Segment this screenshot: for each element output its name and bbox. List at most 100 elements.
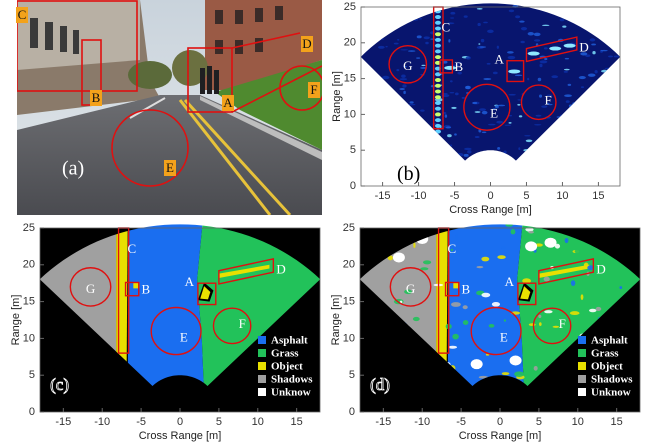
speckle <box>589 19 596 20</box>
annotation: A <box>185 274 195 289</box>
x-tick-label: 5 <box>536 416 542 428</box>
speckle <box>467 150 471 153</box>
speckle <box>430 39 436 40</box>
speckle <box>600 0 606 3</box>
speckle <box>483 78 491 80</box>
speckle <box>419 18 422 19</box>
speckle <box>617 25 619 28</box>
plot-panel: ABCDEFG0510152025-15-10-5051015Cross Ran… <box>331 0 620 216</box>
speckle <box>579 76 586 79</box>
speckle <box>451 154 457 158</box>
annotation: F <box>559 316 566 331</box>
speckle <box>385 46 387 47</box>
unknown-patch <box>471 359 483 369</box>
annotation: A <box>505 274 515 289</box>
speckle <box>564 116 571 118</box>
speckle <box>372 39 380 41</box>
unknown-patch <box>525 241 537 251</box>
speckle <box>435 152 440 154</box>
object-return <box>435 84 441 88</box>
speckle <box>371 73 377 76</box>
speckle <box>464 148 472 150</box>
annotation: F <box>310 82 317 97</box>
speckle <box>565 58 569 60</box>
noise <box>596 307 602 311</box>
speckle <box>399 88 405 90</box>
speckle <box>496 121 503 124</box>
speckle <box>558 134 561 137</box>
unknown-patch <box>510 355 522 365</box>
speckle <box>564 94 572 97</box>
speckle <box>451 107 456 109</box>
object-return <box>435 89 441 93</box>
y-tick-label: 20 <box>23 259 35 271</box>
legend-swatch <box>258 336 266 344</box>
y-tick-label: 20 <box>344 37 356 49</box>
x-axis-label: Cross Range [m] <box>449 204 532 216</box>
noise <box>452 334 459 340</box>
speckle <box>608 56 613 58</box>
object-return <box>508 69 520 73</box>
speckle <box>372 11 376 12</box>
speckle <box>517 104 520 106</box>
noise <box>571 280 575 286</box>
y-tick-label: 0 <box>349 406 355 418</box>
noise <box>575 249 582 254</box>
speckle <box>507 51 514 54</box>
noise <box>413 242 415 248</box>
annotation: D <box>276 262 285 277</box>
speckle <box>375 156 381 157</box>
object-return <box>435 55 441 59</box>
speckle <box>482 111 488 114</box>
speckle <box>578 116 584 120</box>
speckle <box>375 108 379 110</box>
speckle <box>462 97 465 99</box>
legend-label: Asphalt <box>591 335 628 347</box>
speckle <box>493 72 498 75</box>
noise <box>538 264 543 269</box>
speckle <box>419 119 421 122</box>
unknown-patch <box>545 238 557 248</box>
object-return <box>435 78 441 82</box>
speckle <box>534 124 541 125</box>
speckle <box>540 60 548 63</box>
speckle <box>527 78 529 81</box>
annotation: B <box>141 282 150 297</box>
noise <box>528 231 534 234</box>
speckle <box>593 9 599 10</box>
speckle <box>597 21 601 23</box>
object-return <box>435 32 441 36</box>
speckle <box>598 8 600 10</box>
speckle <box>450 17 454 18</box>
x-axis-label: Cross Range [m] <box>139 430 222 442</box>
speckle <box>403 91 406 94</box>
speckle <box>519 115 522 117</box>
noise <box>481 293 490 298</box>
legend-swatch <box>578 362 586 370</box>
speckle <box>508 94 515 96</box>
speckle <box>557 116 562 118</box>
noise <box>529 323 536 326</box>
noise <box>497 255 505 259</box>
annotation: B <box>461 282 470 297</box>
speckle <box>603 104 608 105</box>
legend-swatch <box>578 388 586 396</box>
speckle <box>612 100 614 103</box>
speckle <box>594 70 597 74</box>
object-return <box>435 44 441 48</box>
speckle <box>382 115 390 116</box>
annotation: D <box>596 262 605 277</box>
speckle <box>369 96 373 97</box>
speckle <box>477 8 483 10</box>
object-return <box>435 38 441 42</box>
speckle <box>521 27 527 30</box>
speckle <box>475 136 480 138</box>
speckle <box>509 122 512 124</box>
annotation: G <box>406 281 415 296</box>
speckle <box>478 43 480 45</box>
object-return <box>435 15 441 19</box>
speckle <box>566 11 571 13</box>
x-tick-label: 15 <box>291 416 303 428</box>
speckle <box>363 87 368 90</box>
speckle <box>411 141 415 144</box>
